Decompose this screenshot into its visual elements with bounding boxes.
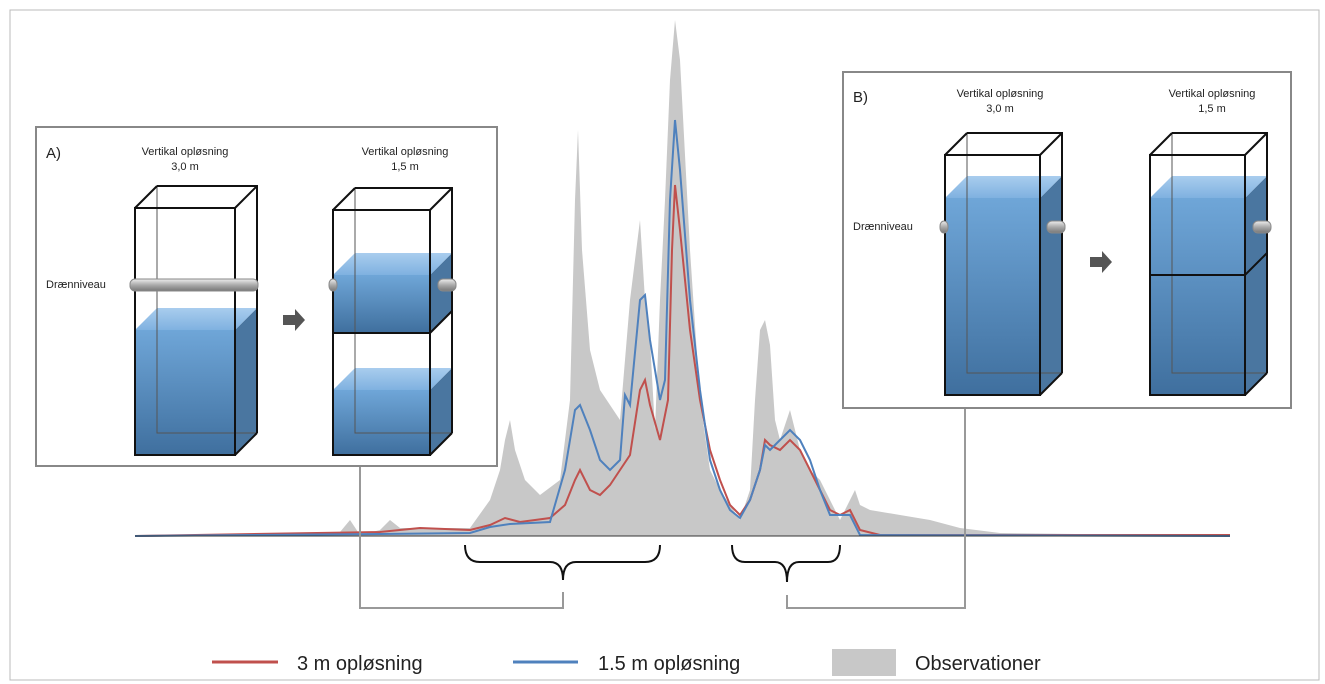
connector-a xyxy=(360,466,563,608)
legend-label: 3 m opløsning xyxy=(297,653,423,675)
brace-right xyxy=(732,545,840,582)
column-title: Vertikal opløsning xyxy=(362,146,449,158)
water xyxy=(333,390,430,455)
pipe xyxy=(1253,221,1271,233)
legend-swatch xyxy=(832,649,896,676)
water xyxy=(135,330,235,455)
water xyxy=(333,275,430,333)
drain-label: Drænniveau xyxy=(853,221,913,233)
column-value: 3,0 m xyxy=(171,161,199,173)
column-value: 1,5 m xyxy=(1198,103,1226,115)
water xyxy=(1150,198,1245,395)
figure: A) Vertikal opløsning 3,0 m Vertikal opl… xyxy=(0,0,1325,684)
pipe xyxy=(940,221,948,233)
legend-label: Observationer xyxy=(915,653,1041,675)
brace-left xyxy=(465,545,660,580)
pipe xyxy=(329,279,337,291)
panel-label: B) xyxy=(853,89,868,106)
drain-label: Drænniveau xyxy=(46,279,106,291)
column-value: 3,0 m xyxy=(986,103,1014,115)
pipe xyxy=(1047,221,1065,233)
pipe xyxy=(130,279,258,291)
panel-label: A) xyxy=(46,145,61,162)
water-side xyxy=(1245,176,1267,395)
column-value: 1,5 m xyxy=(391,161,419,173)
water xyxy=(945,198,1040,395)
column-title: Vertikal opløsning xyxy=(1169,88,1256,100)
column-title: Vertikal opløsning xyxy=(957,88,1044,100)
legend-label: 1.5 m opløsning xyxy=(598,653,740,675)
pipe xyxy=(438,279,456,291)
column-title: Vertikal opløsning xyxy=(142,146,229,158)
water-side xyxy=(1040,176,1062,395)
